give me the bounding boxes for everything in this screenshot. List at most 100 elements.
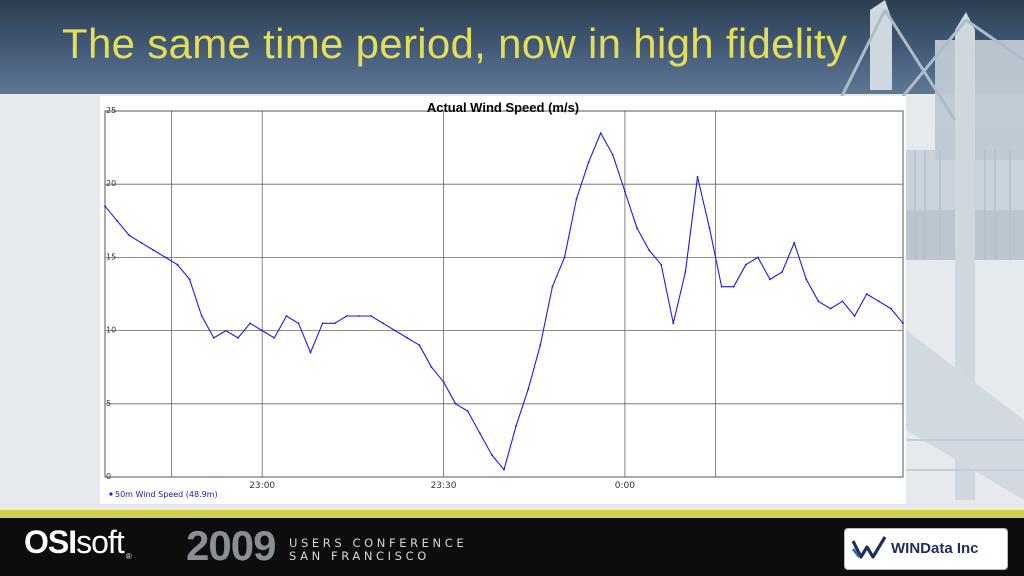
data-point (575, 197, 578, 200)
x-tick-label: 23:30 (431, 481, 457, 491)
wind-speed-chart: 0 5 10 15 20 25 23:00 23:30 0:00 50m Wind Speed… (104, 106, 904, 499)
data-point (297, 322, 300, 325)
data-point (720, 285, 723, 288)
data-point (636, 227, 638, 230)
y-tick-label: 20 (106, 179, 116, 188)
windata-logo-badge: WINData Inc (844, 528, 1008, 570)
data-point (841, 300, 844, 303)
data-point (865, 293, 868, 295)
data-point (551, 285, 554, 288)
windata-swoosh-icon (851, 536, 887, 559)
data-point (853, 315, 856, 317)
data-point (285, 315, 288, 317)
data-point (660, 263, 663, 266)
x-tick-label: 0:00 (615, 481, 635, 491)
x-axis-ticks: 23:00 23:30 0:00 (249, 481, 635, 491)
data-point (732, 285, 735, 288)
data-point (333, 322, 336, 325)
data-point (563, 256, 566, 259)
data-point (757, 256, 759, 259)
bridge-tower-graphic (838, 0, 1024, 500)
data-point (321, 322, 324, 325)
data-point (370, 315, 372, 317)
legend: 50m Wind Speed (48.9m) (109, 490, 218, 499)
logo-osi-text: OSI (24, 524, 77, 560)
data-point (539, 344, 542, 347)
data-point (696, 176, 699, 178)
data-point (624, 190, 626, 193)
data-point (599, 132, 602, 134)
data-point (491, 454, 493, 456)
data-point (793, 241, 796, 244)
data-point (116, 219, 118, 222)
osisoft-logo: OSIsoft ® (24, 524, 132, 561)
y-tick-label: 0 (106, 472, 111, 481)
data-point (261, 329, 264, 332)
logo-registered-mark: ® (125, 552, 132, 561)
data-point (515, 424, 517, 427)
data-point (249, 322, 252, 325)
data-point (442, 380, 445, 383)
data-point (358, 315, 360, 317)
data-point (430, 366, 433, 369)
data-point (188, 278, 191, 281)
legend-marker (109, 492, 113, 496)
data-point (454, 402, 457, 405)
x-tick-label: 23:00 (249, 481, 275, 491)
data-point (273, 337, 276, 339)
data-point (684, 271, 687, 273)
data-point (744, 263, 747, 266)
y-tick-label: 10 (106, 326, 116, 335)
conference-year: 2009 (186, 522, 276, 569)
data-point (128, 234, 131, 237)
data-point (309, 351, 312, 354)
data-point (503, 468, 505, 471)
data-point (708, 227, 711, 230)
data-point (382, 322, 384, 325)
y-tick-label: 15 (106, 252, 116, 261)
grid (105, 110, 903, 478)
logo-soft-text: soft (76, 524, 125, 560)
data-point (527, 388, 530, 391)
data-point (611, 154, 614, 156)
data-point (769, 278, 771, 281)
data-point (164, 256, 167, 259)
data-point (406, 337, 409, 339)
chart-title: Actual Wind Speed (m/s) (426, 100, 580, 115)
data-point (394, 329, 397, 332)
series-layer (104, 132, 904, 471)
data-point (877, 300, 880, 303)
legend-label: 50m Wind Speed (48.9m) (115, 490, 218, 499)
data-point (672, 322, 675, 325)
header-band (0, 0, 1024, 94)
data-point (237, 337, 239, 339)
data-point (648, 249, 650, 252)
data-point (104, 205, 106, 208)
data-point (418, 344, 421, 347)
data-point (176, 263, 179, 266)
data-point (466, 410, 469, 412)
data-point (817, 300, 820, 303)
data-point (781, 271, 783, 273)
footer-rule (0, 510, 1024, 518)
data-point (478, 432, 481, 434)
data-point (587, 161, 590, 164)
conference-line-2: SAN FRANCISCO (289, 549, 430, 563)
data-point (225, 329, 227, 332)
conference-line-1: USERS CONFERENCE (289, 536, 468, 550)
data-point (212, 337, 215, 339)
data-point (140, 241, 143, 244)
slide-title: The same time period, now in high fideli… (62, 20, 848, 67)
data-point (152, 249, 155, 252)
y-tick-label: 25 (106, 106, 116, 115)
data-point (805, 278, 808, 281)
data-point (902, 322, 904, 325)
series-line (104, 132, 904, 471)
data-point (890, 307, 892, 310)
chart-panel: 0 5 10 15 20 25 23:00 23:30 0:00 50m Wind Speed… (100, 96, 906, 504)
windata-logo-text: WINData Inc (891, 540, 979, 557)
data-point (829, 307, 832, 310)
data-point (345, 315, 348, 317)
y-tick-label: 5 (106, 399, 111, 408)
plot-area-border (104, 110, 904, 478)
